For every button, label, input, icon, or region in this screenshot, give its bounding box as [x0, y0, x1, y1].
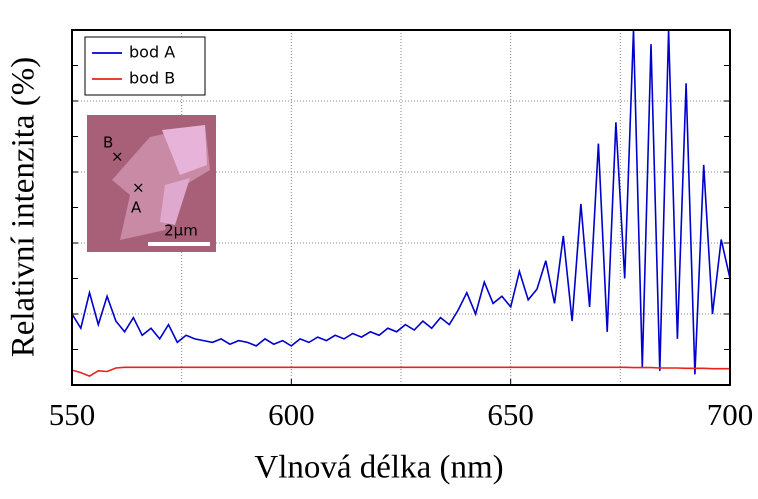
- inset-label: B: [103, 134, 113, 152]
- plot-frame: [71, 29, 731, 386]
- data-line: [72, 366, 730, 377]
- flake-bright: [162, 125, 207, 175]
- legend-label: bod B: [129, 69, 175, 88]
- inset-marker: ×: [132, 179, 145, 197]
- data-line: [72, 30, 730, 375]
- inset-scale-label: 2µm: [164, 222, 198, 240]
- x-tick-label: 650: [487, 397, 534, 432]
- y-axis-title: Relativní intenzita (%): [6, 57, 42, 358]
- flake-bright: [160, 178, 190, 225]
- inset-marker: ×: [111, 148, 124, 166]
- legend-box: [84, 36, 206, 96]
- x-axis-title: Vlnová délka (nm): [254, 450, 503, 486]
- inset-label: A: [131, 199, 142, 217]
- x-tick-label: 550: [49, 397, 96, 432]
- legend-label: bod A: [129, 43, 175, 62]
- x-tick-label: 600: [268, 397, 315, 432]
- x-tick-label: 700: [707, 397, 754, 432]
- inset-scale-bar: [148, 242, 210, 246]
- inset-image: B×A×2µm: [87, 115, 216, 252]
